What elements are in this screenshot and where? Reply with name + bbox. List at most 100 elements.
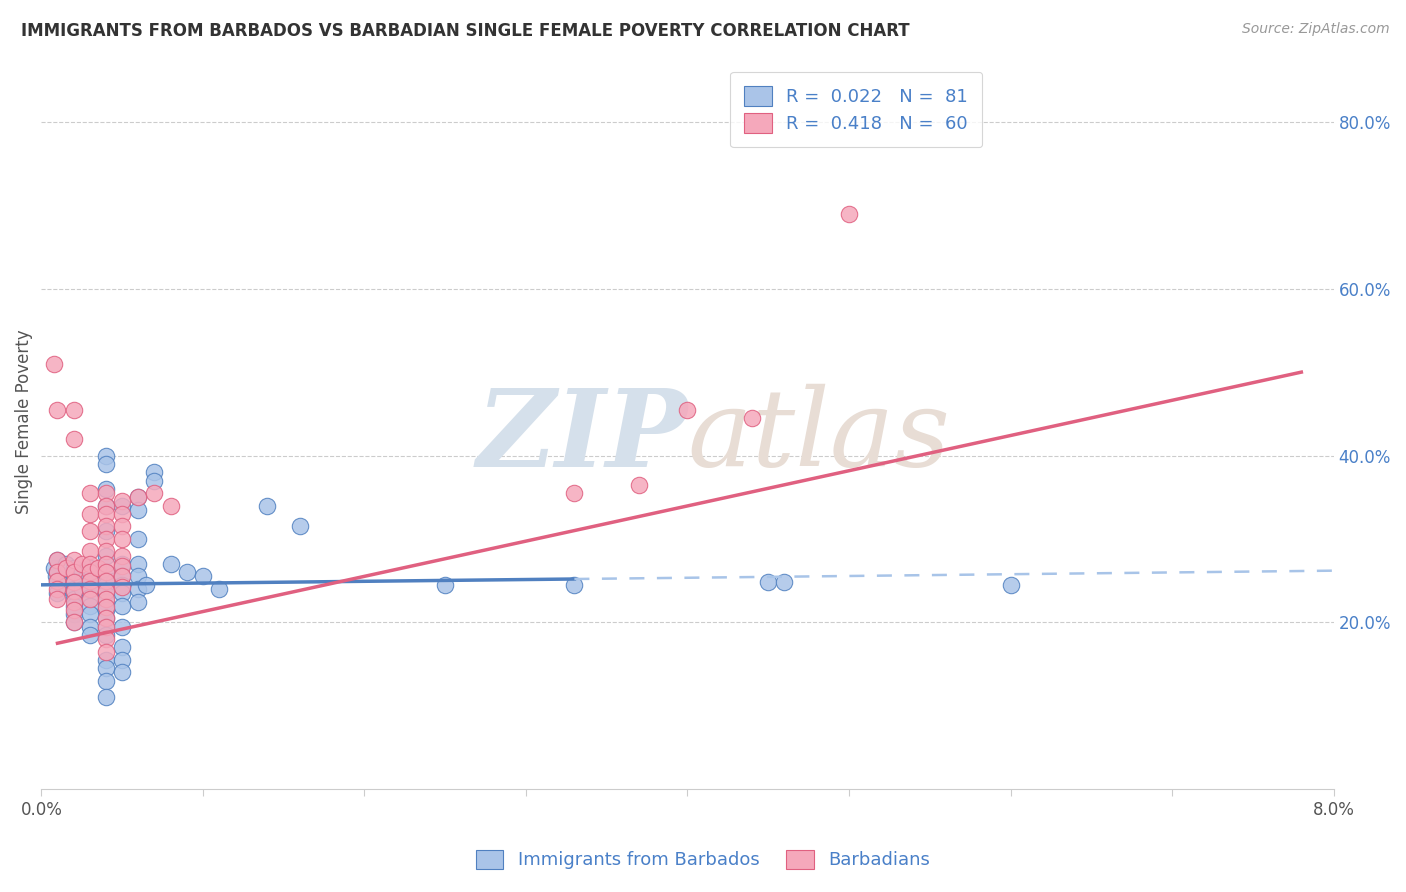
Point bbox=[46, 592, 69, 607]
Point bbox=[79, 566, 101, 580]
Point bbox=[62, 432, 84, 446]
Point bbox=[756, 575, 779, 590]
Point bbox=[79, 619, 101, 633]
Point bbox=[111, 558, 134, 573]
Point bbox=[208, 582, 231, 596]
Point bbox=[111, 549, 134, 563]
Point bbox=[741, 411, 763, 425]
Point bbox=[79, 599, 101, 613]
Point bbox=[62, 592, 84, 607]
Point bbox=[111, 586, 134, 600]
Point bbox=[62, 569, 84, 583]
Point bbox=[79, 628, 101, 642]
Point bbox=[111, 665, 134, 680]
Point bbox=[94, 578, 117, 592]
Point bbox=[70, 574, 93, 588]
Point bbox=[44, 357, 66, 371]
Point bbox=[111, 507, 134, 521]
Point bbox=[79, 486, 101, 500]
Point bbox=[94, 482, 117, 496]
Point bbox=[70, 566, 93, 580]
Point bbox=[46, 402, 69, 417]
Point bbox=[46, 553, 69, 567]
Point bbox=[62, 583, 84, 598]
Point bbox=[143, 465, 166, 479]
Point bbox=[45, 569, 67, 583]
Point bbox=[94, 611, 117, 625]
Point bbox=[676, 402, 699, 417]
Point bbox=[111, 569, 134, 583]
Point bbox=[46, 574, 69, 588]
Point bbox=[46, 553, 69, 567]
Point bbox=[87, 578, 110, 592]
Point bbox=[127, 594, 149, 608]
Point bbox=[79, 582, 101, 596]
Point bbox=[94, 619, 117, 633]
Point bbox=[79, 591, 101, 605]
Point bbox=[111, 580, 134, 594]
Point bbox=[838, 206, 860, 220]
Point bbox=[79, 582, 101, 596]
Point bbox=[94, 549, 117, 563]
Point bbox=[79, 557, 101, 571]
Point bbox=[62, 615, 84, 630]
Point bbox=[79, 574, 101, 588]
Point bbox=[87, 561, 110, 575]
Point bbox=[127, 569, 149, 583]
Point bbox=[55, 561, 77, 575]
Point bbox=[94, 486, 117, 500]
Point bbox=[94, 524, 117, 538]
Point bbox=[94, 628, 117, 642]
Point bbox=[111, 532, 134, 546]
Point bbox=[44, 561, 66, 575]
Point bbox=[94, 532, 117, 546]
Point bbox=[94, 499, 117, 513]
Point bbox=[103, 574, 125, 588]
Point bbox=[94, 653, 117, 667]
Point bbox=[94, 619, 117, 633]
Point bbox=[62, 566, 84, 580]
Point bbox=[79, 574, 101, 588]
Point bbox=[94, 661, 117, 675]
Point bbox=[111, 569, 134, 583]
Point bbox=[143, 474, 166, 488]
Point bbox=[94, 566, 117, 580]
Point bbox=[94, 449, 117, 463]
Point bbox=[79, 561, 101, 575]
Point bbox=[111, 499, 134, 513]
Point bbox=[111, 494, 134, 508]
Point bbox=[111, 653, 134, 667]
Point bbox=[127, 490, 149, 504]
Point bbox=[94, 592, 117, 607]
Point bbox=[94, 518, 117, 533]
Point bbox=[94, 583, 117, 598]
Text: IMMIGRANTS FROM BARBADOS VS BARBADIAN SINGLE FEMALE POVERTY CORRELATION CHART: IMMIGRANTS FROM BARBADOS VS BARBADIAN SI… bbox=[21, 22, 910, 40]
Point bbox=[159, 499, 181, 513]
Y-axis label: Single Female Poverty: Single Female Poverty bbox=[15, 330, 32, 515]
Legend: Immigrants from Barbados, Barbadians: Immigrants from Barbados, Barbadians bbox=[467, 840, 939, 879]
Point bbox=[46, 574, 69, 588]
Point bbox=[94, 611, 117, 625]
Point bbox=[62, 599, 84, 613]
Point bbox=[143, 486, 166, 500]
Point bbox=[87, 566, 110, 580]
Point bbox=[70, 582, 93, 596]
Point bbox=[135, 578, 157, 592]
Point bbox=[127, 490, 149, 504]
Point bbox=[79, 524, 101, 538]
Point bbox=[62, 594, 84, 608]
Point bbox=[94, 586, 117, 600]
Point bbox=[79, 507, 101, 521]
Point bbox=[773, 575, 796, 590]
Point bbox=[62, 402, 84, 417]
Point bbox=[111, 640, 134, 655]
Point bbox=[62, 553, 84, 567]
Point bbox=[94, 673, 117, 688]
Point bbox=[46, 566, 69, 580]
Point bbox=[62, 603, 84, 617]
Point bbox=[46, 586, 69, 600]
Point bbox=[70, 557, 93, 571]
Point bbox=[94, 457, 117, 471]
Point bbox=[62, 575, 84, 590]
Point bbox=[111, 578, 134, 592]
